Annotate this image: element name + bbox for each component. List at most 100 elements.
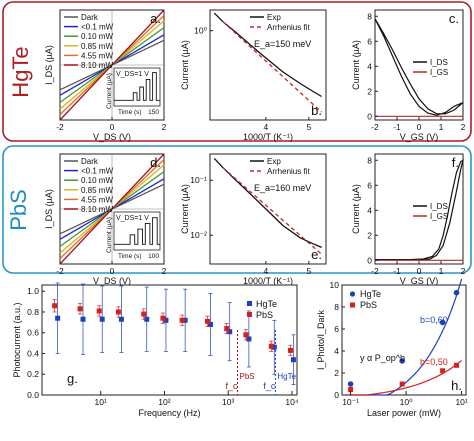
y-tick-label-h: 0 — [334, 390, 339, 400]
marker-h-1-3 — [454, 362, 460, 368]
y-tick-label-c: 0 — [367, 111, 372, 121]
inset-annotation-d: V_DS=1 V — [116, 215, 149, 222]
y-axis-label-h: I_Photo/I_Dark — [316, 309, 326, 370]
y-tick-label-g: 1.0 — [27, 286, 39, 296]
inset-y-label-d: Current (µA) — [106, 217, 113, 253]
y-tick-label-g: 0.4 — [27, 348, 39, 358]
cutoff-label-1: HgTe — [277, 372, 296, 381]
marker-h-0-0 — [347, 381, 354, 387]
legend-label-g-1: PbS — [256, 310, 273, 320]
series-line-b-1 — [222, 21, 323, 113]
x-tick-label-g: 10² — [158, 397, 170, 407]
marker-0-2 — [99, 316, 105, 322]
marker-h-1-1 — [399, 381, 405, 387]
x-tick-label-f: 1 — [439, 266, 444, 276]
inset-x-tick-d: 100 — [148, 253, 159, 260]
legend-d-1-label: <0.1 mW — [81, 167, 114, 176]
marker-0-11 — [290, 357, 296, 363]
marker-1-10 — [268, 343, 274, 349]
marker-1-8 — [224, 326, 230, 332]
legend-marker-g-0 — [247, 301, 252, 306]
marker-0-1 — [80, 316, 86, 322]
inset-annotation-a: V_DS=1 V — [116, 71, 149, 78]
y-axis-label-c: Current (µA) — [351, 40, 361, 90]
x-tick-label-d: 2 — [162, 266, 167, 276]
plot-area-h — [341, 284, 467, 396]
plot-area-c — [374, 9, 464, 121]
x-axis-label-g: Frequency (Hz) — [138, 408, 200, 418]
hgte-row-frame — [2, 1, 472, 142]
marker-0-9 — [246, 336, 252, 342]
series-line-a-5 — [59, 9, 165, 121]
x-axis-label-d: V_DS (V) — [93, 276, 131, 286]
plot-area-g — [41, 284, 298, 396]
panel-letter-a: a. — [150, 11, 161, 26]
marker-1-11 — [287, 347, 293, 353]
legend-f-1-label: I_GS — [430, 212, 448, 221]
x-tick-label-h: 10⁰ — [400, 397, 413, 407]
panel-letter-e: e. — [311, 247, 322, 262]
legend-e-1-label: Arrhenius fit — [267, 167, 310, 176]
x-axis-label-h: Laser power (mW) — [367, 408, 441, 418]
inset-x-label-a: Time (s) — [118, 109, 142, 116]
marker-0-8 — [227, 329, 233, 335]
x-axis-label-c: V_GS (V) — [400, 132, 439, 142]
series-line-d-5 — [59, 153, 165, 265]
legend-d-0-label: Dark — [81, 157, 99, 166]
legend-marker-h-1 — [350, 302, 355, 308]
y-tick-label-h: 6 — [334, 324, 339, 334]
marker-h-0-3 — [453, 289, 460, 296]
marker-0-0 — [55, 315, 61, 321]
legend-a-0-label: Dark — [81, 13, 99, 22]
x-tick-label-f: 0 — [417, 266, 422, 276]
panel-letter-d: d. — [150, 155, 161, 170]
y-axis-label-g: Photocurrent (a.u.) — [12, 302, 22, 377]
marker-1-9 — [243, 332, 249, 338]
inset-trace-d — [114, 217, 160, 245]
panel-letter-h: h. — [451, 378, 462, 393]
y-axis-label-a: I_DS (µA) — [44, 45, 54, 85]
legend-c-1-label: I_GS — [430, 68, 448, 77]
legend-label-g-0: HgTe — [256, 299, 277, 309]
legend-e-0-label: Exp — [267, 157, 281, 166]
marker-0-4 — [144, 316, 150, 322]
series-line-e-1 — [222, 167, 323, 255]
marker-h-1-2 — [440, 368, 446, 374]
x-tick-label-d: -2 — [56, 266, 64, 276]
legend-d-2-label: 0.10 mW — [81, 176, 113, 185]
x-tick-label-g: 10³ — [222, 397, 234, 407]
x-tick-label-b: 5 — [306, 122, 311, 132]
y-tick-label-f: 4 — [367, 205, 372, 215]
cutoff-symbol-1: f_c — [263, 381, 276, 391]
y-axis-label-d: I_DS (µA) — [44, 189, 54, 229]
x-tick-label-d: 0 — [110, 266, 115, 276]
x-tick-label-c: 0 — [417, 122, 422, 132]
panel-letter-f: f. — [452, 155, 459, 170]
fit-label-h-0: b=0,60 — [420, 315, 448, 325]
x-tick-label-a: 0 — [110, 122, 115, 132]
marker-1-3 — [115, 309, 121, 315]
x-tick-label-a: 2 — [162, 122, 167, 132]
legend-a-2-label: 0.10 mW — [81, 32, 113, 41]
y-tick-label-f: 6 — [367, 180, 372, 190]
x-tick-label-a: -2 — [56, 122, 64, 132]
panel-h: 10⁻¹ 10⁰ 10¹ 0 2 4 6 8 10 Laser power (mW) I_Photo… — [316, 278, 468, 418]
panel-letter-b: b. — [311, 103, 322, 118]
panel-f: -2 -1 0 1 2 0 2 4 6 8 V_GS (V) Current (µA) f. I_DSI_… — [351, 153, 466, 286]
hgte-row-label: HgTe — [8, 46, 33, 97]
legend-a-3-label: 0.85 mW — [81, 42, 113, 51]
marker-1-5 — [160, 315, 166, 321]
fit-curve-1 — [345, 360, 462, 396]
plot-area-f — [374, 153, 464, 265]
y-tick-label-b: 10⁰ — [194, 26, 207, 36]
series-line-f-0 — [375, 159, 464, 261]
panel-e: 4 5 10⁻¹ 10⁻² 1000/T (K⁻¹) Current (µA) e. ExpA… — [180, 153, 327, 286]
fit-label-h-1: b=0,50 — [420, 357, 448, 367]
x-tick-label-g: 10⁴ — [285, 397, 298, 407]
cutoff-label-0: PbS — [240, 372, 255, 381]
legend-label-h-0: HgTe — [360, 289, 381, 299]
annotation-h: y α P_op^b — [360, 353, 405, 363]
legend-b-0-label: Exp — [267, 13, 281, 22]
x-tick-label-g: 10¹ — [95, 397, 107, 407]
